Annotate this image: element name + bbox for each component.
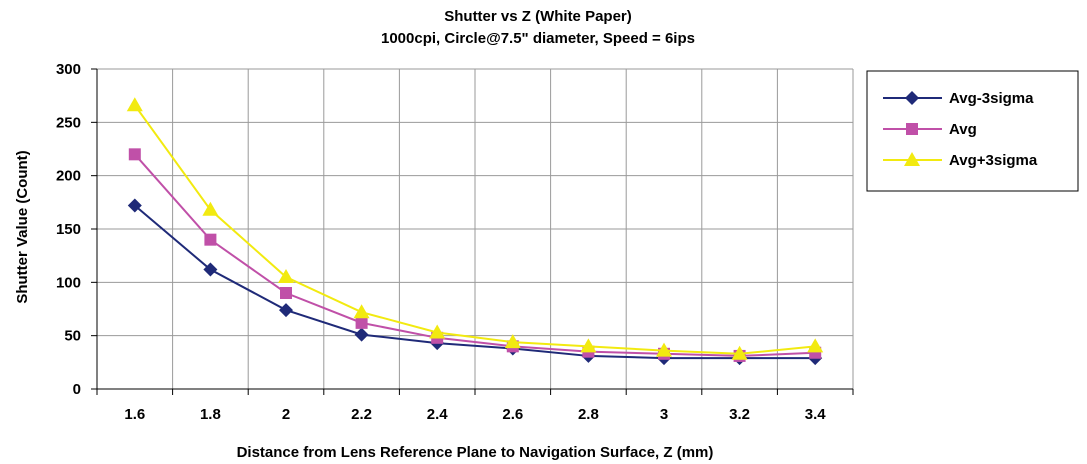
x-tick-label: 1.6 (124, 406, 145, 423)
chart-subtitle: 1000cpi, Circle@7.5" diameter, Speed = 6… (381, 30, 695, 47)
axes (91, 68, 854, 395)
legend-marker-avg (906, 123, 918, 135)
y-axis-label: Shutter Value (Count) (14, 150, 31, 303)
y-tick-label: 150 (56, 221, 81, 238)
data-point-avg-3sigma (279, 303, 293, 318)
y-tick-label: 200 (56, 168, 81, 185)
data-point-avg (355, 316, 368, 329)
data-point-avg (280, 287, 292, 299)
chart-title: Shutter vs Z (White Paper) (444, 8, 632, 25)
data-point-avg-3sigma (580, 338, 597, 353)
legend-marker-avg-3sigma (904, 152, 920, 166)
y-tick-label: 300 (56, 61, 81, 78)
x-tick-label: 1.8 (200, 406, 221, 423)
data-point-avg-3sigma (504, 334, 521, 349)
data-point-avg-3sigma (202, 201, 219, 216)
legend-item-avg-3sigma: Avg+3sigma (883, 152, 1038, 169)
legend-marker-avg-3sigma (905, 91, 919, 105)
data-point-avg-3sigma (731, 345, 748, 360)
legend-box (866, 70, 1079, 192)
legend-item-avg-3sigma: Avg-3sigma (883, 90, 1034, 107)
data-point-avg-3sigma (429, 324, 446, 339)
legend: Avg-3sigma Avg Avg+3sigma (866, 70, 1079, 192)
data-point-avg-3sigma (203, 262, 218, 277)
data-point-avg-3sigma (656, 342, 672, 357)
y-tick-label: 250 (56, 114, 81, 131)
y-tick-labels: 0 50 100 150 200 250 300 (56, 61, 81, 398)
x-tick-label: 2.8 (578, 406, 599, 423)
y-tick-label: 100 (56, 274, 81, 291)
x-tick-label: 3.4 (805, 406, 827, 423)
series-avg-3sigma (126, 97, 824, 360)
series (126, 97, 824, 366)
data-point-avg-3sigma (126, 97, 143, 112)
x-tick-label: 2 (282, 406, 290, 423)
legend-label-avg: Avg (949, 121, 977, 138)
x-tick-label: 2.6 (502, 406, 523, 423)
x-tick-label: 3 (660, 406, 668, 423)
series-line-avg-3sigma (134, 204, 816, 360)
legend-item-avg: Avg (883, 121, 977, 138)
x-tick-label: 3.2 (729, 406, 750, 423)
grid (97, 68, 854, 389)
data-point-avg-3sigma (807, 338, 824, 353)
x-tick-labels: 1.6 1.8 2 2.2 2.4 2.6 2.8 3 3.2 3.4 (124, 406, 826, 423)
x-axis-label: Distance from Lens Reference Plane to Na… (237, 444, 714, 461)
series-line-avg (134, 153, 816, 357)
series-line-avg-3sigma (133, 104, 816, 355)
legend-label-avg-3sigma: Avg-3sigma (949, 90, 1034, 107)
y-tick-label: 0 (73, 381, 81, 398)
x-tick-label: 2.2 (351, 406, 372, 423)
legend-label-avg-3sigma: Avg+3sigma (949, 152, 1038, 169)
y-tick-label: 50 (64, 328, 81, 345)
data-point-avg-3sigma (127, 198, 142, 213)
data-point-avg-3sigma (353, 304, 370, 319)
data-point-avg (128, 148, 141, 161)
data-point-avg-3sigma (278, 269, 294, 283)
data-point-avg-3sigma (354, 327, 369, 342)
x-tick-label: 2.4 (427, 406, 449, 423)
data-point-avg (204, 233, 217, 246)
